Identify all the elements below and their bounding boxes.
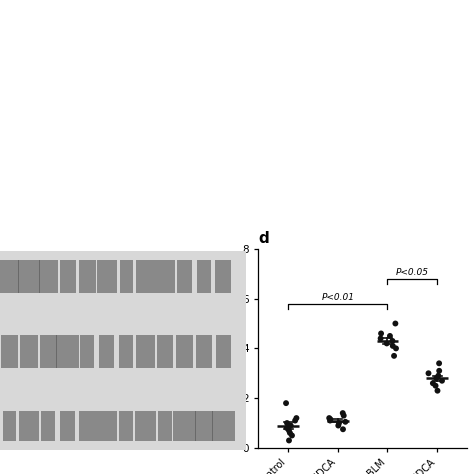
Point: [392, 345, 400, 352]
Bar: [136, 260, 155, 293]
Point: [282, 399, 290, 407]
Bar: [212, 411, 235, 441]
Bar: [119, 411, 133, 441]
Point: [283, 424, 291, 432]
Text: P<0.05: P<0.05: [396, 268, 429, 277]
Point: [327, 416, 334, 423]
Bar: [19, 411, 39, 441]
Point: [285, 437, 293, 444]
Point: [326, 414, 333, 422]
Point: [436, 367, 443, 374]
Point: [389, 337, 396, 345]
Bar: [157, 335, 173, 368]
Point: [434, 387, 441, 394]
Bar: [41, 411, 55, 441]
Bar: [79, 411, 96, 441]
Bar: [136, 335, 155, 368]
Point: [285, 427, 293, 434]
Bar: [56, 335, 79, 368]
Point: [288, 432, 296, 439]
Point: [377, 330, 385, 337]
Point: [335, 419, 343, 427]
Point: [339, 410, 346, 417]
Bar: [100, 335, 114, 368]
Bar: [38, 260, 58, 293]
Bar: [60, 260, 76, 293]
Bar: [197, 260, 211, 293]
Point: [286, 429, 294, 437]
Point: [435, 372, 442, 380]
Bar: [195, 411, 213, 441]
Point: [287, 422, 294, 429]
Point: [339, 426, 347, 433]
Bar: [176, 335, 193, 368]
Bar: [18, 260, 40, 293]
Bar: [0, 260, 19, 293]
Bar: [135, 411, 156, 441]
Bar: [119, 335, 133, 368]
Point: [432, 382, 439, 390]
Bar: [1, 335, 18, 368]
Bar: [173, 411, 196, 441]
Bar: [216, 335, 230, 368]
Text: P<0.01: P<0.01: [321, 293, 354, 302]
Point: [340, 412, 347, 419]
Point: [292, 414, 300, 422]
Bar: [119, 260, 133, 293]
Text: d: d: [258, 231, 269, 246]
Point: [383, 339, 391, 347]
Bar: [155, 260, 175, 293]
Bar: [196, 335, 211, 368]
Bar: [61, 411, 75, 441]
Point: [392, 320, 399, 328]
Bar: [158, 411, 172, 441]
Y-axis label: α-SMA/β-actin: α-SMA/β-actin: [230, 312, 240, 385]
Point: [438, 377, 446, 384]
Point: [335, 422, 342, 429]
Point: [425, 370, 432, 377]
Point: [432, 374, 440, 382]
Point: [429, 379, 437, 387]
Point: [342, 418, 349, 426]
Bar: [2, 411, 17, 441]
Bar: [79, 260, 96, 293]
Bar: [20, 335, 38, 368]
Point: [283, 419, 291, 427]
Point: [390, 352, 398, 360]
Bar: [177, 260, 192, 293]
Bar: [215, 260, 231, 293]
Point: [389, 342, 397, 350]
Point: [377, 335, 384, 342]
Point: [386, 332, 394, 340]
Point: [435, 359, 443, 367]
Point: [326, 417, 334, 424]
Bar: [40, 335, 57, 368]
Bar: [97, 260, 117, 293]
Bar: [81, 335, 94, 368]
Bar: [96, 411, 117, 441]
Point: [292, 417, 299, 424]
